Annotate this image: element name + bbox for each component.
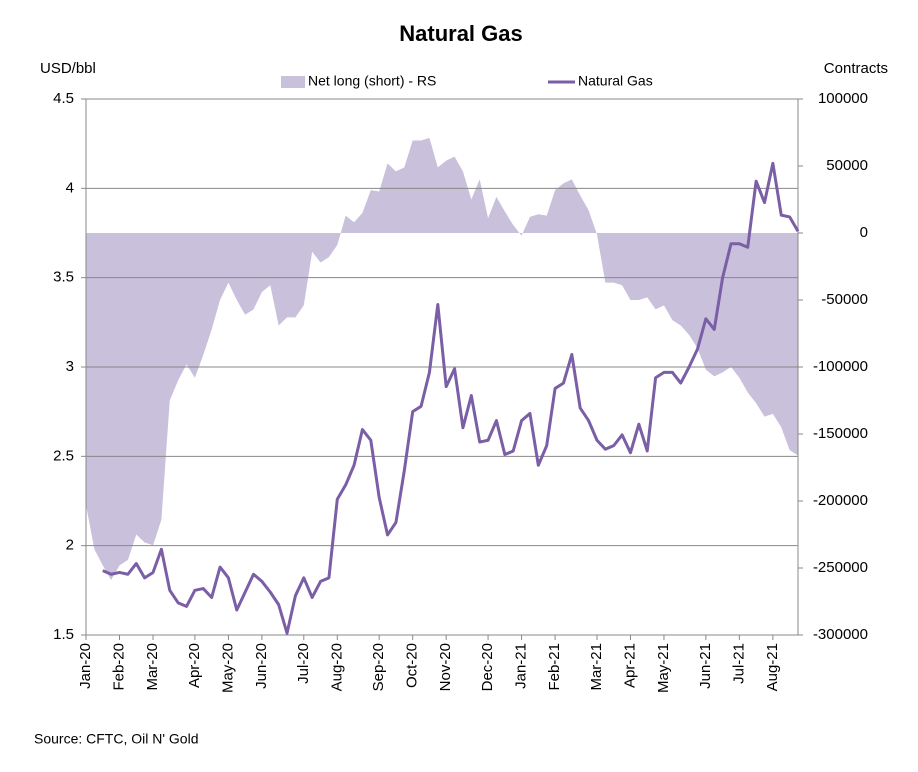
x-tick-label: Jul-21 bbox=[730, 643, 747, 684]
x-tick-label: Nov-20 bbox=[437, 643, 454, 691]
x-tick-label: Jan-20 bbox=[77, 643, 94, 689]
y2-tick-label: -100000 bbox=[813, 358, 868, 375]
legend-swatch bbox=[281, 76, 305, 88]
y-tick-label: 4 bbox=[66, 179, 74, 196]
y-tick-label: 2.5 bbox=[53, 447, 74, 464]
legend-label: Net long (short) - RS bbox=[308, 73, 436, 89]
y-axis-title: USD/bbl bbox=[40, 60, 96, 77]
y2-tick-label: 0 bbox=[860, 224, 868, 241]
x-tick-label: Apr-21 bbox=[621, 643, 638, 688]
y-tick-label: 2 bbox=[66, 537, 74, 554]
x-tick-label: Jul-20 bbox=[295, 643, 312, 684]
source: Source: CFTC, Oil N' Gold bbox=[34, 731, 199, 747]
x-tick-label: May-20 bbox=[219, 643, 236, 693]
x-tick-label: Oct-20 bbox=[404, 643, 421, 688]
x-tick-label: May-21 bbox=[655, 643, 672, 693]
y2-axis-title: Contracts bbox=[824, 60, 888, 77]
y2-tick-label: 50000 bbox=[826, 157, 868, 174]
x-tick-label: Aug-20 bbox=[328, 643, 345, 691]
y2-tick-label: -300000 bbox=[813, 626, 868, 643]
x-tick-label: Sep-20 bbox=[370, 643, 387, 691]
line bbox=[102, 161, 800, 635]
x-tick-label: Feb-21 bbox=[546, 643, 563, 691]
y-tick-label: 4.5 bbox=[53, 90, 74, 107]
y-tick-label: 1.5 bbox=[53, 626, 74, 643]
y2-tick-label: -250000 bbox=[813, 559, 868, 576]
x-tick-label: Jan-21 bbox=[513, 643, 530, 689]
y2-tick-label: 100000 bbox=[818, 90, 868, 107]
x-tick-label: Jun-20 bbox=[253, 643, 270, 689]
x-tick-label: Mar-20 bbox=[144, 643, 161, 691]
x-tick-label: Aug-21 bbox=[764, 643, 781, 691]
x-tick-label: Apr-20 bbox=[186, 643, 203, 688]
y2-tick-label: -50000 bbox=[821, 291, 868, 308]
y2-tick-label: -200000 bbox=[813, 492, 868, 509]
x-tick-label: Feb-20 bbox=[110, 643, 127, 691]
area bbox=[86, 137, 798, 581]
legend-label: Natural Gas bbox=[578, 73, 653, 89]
x-tick-label: Jun-21 bbox=[697, 643, 714, 689]
y2-tick-label: -150000 bbox=[813, 425, 868, 442]
x-tick-label: Mar-21 bbox=[588, 643, 605, 691]
y-tick-label: 3.5 bbox=[53, 269, 74, 286]
y-tick-label: 3 bbox=[66, 358, 74, 375]
x-tick-label: Dec-20 bbox=[479, 643, 496, 691]
chart-title: Natural Gas bbox=[399, 21, 523, 46]
